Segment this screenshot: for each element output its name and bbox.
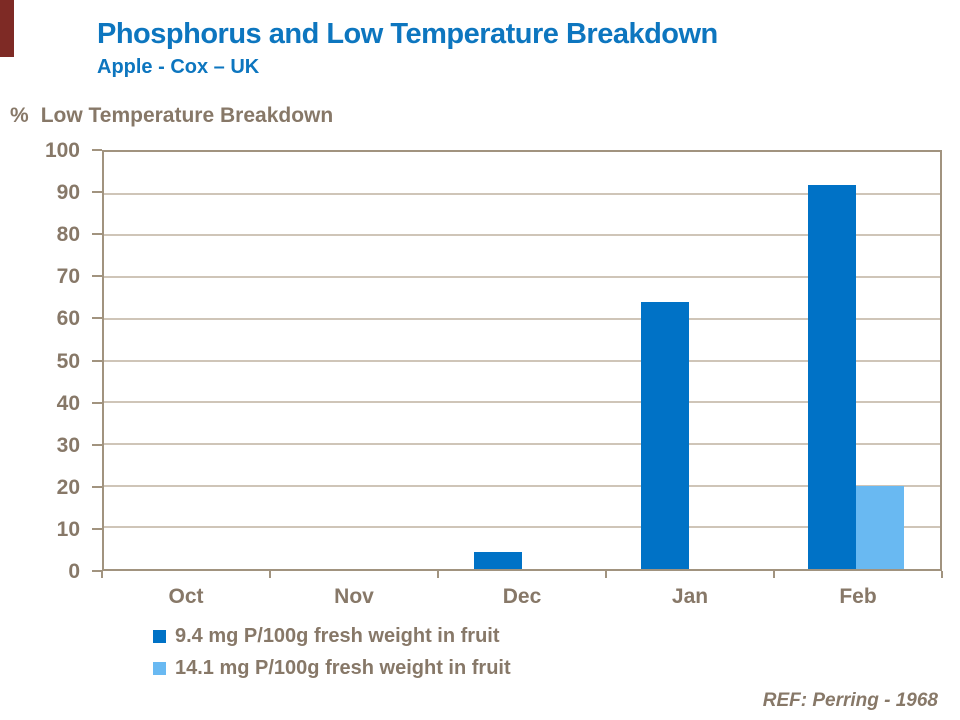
y-axis-labels: 100 90 80 70 60 50 40 30 20 10 0 (10, 139, 80, 583)
gridline (104, 234, 940, 237)
chart-title: Phosphorus and Low Temperature Breakdown (97, 18, 718, 50)
x-tick-label-dec: Dec (502, 585, 542, 608)
y-tick-label: 30 (56, 433, 80, 457)
y-axis-tick (92, 401, 102, 404)
gridline (104, 359, 940, 362)
accent-bar (0, 0, 14, 57)
y-axis-tick (92, 275, 102, 278)
y-axis-tick (92, 570, 102, 572)
legend-item-series2: 14.1 mg P/100g fresh weight in fruit (153, 652, 511, 684)
gridline (104, 317, 940, 320)
y-axis-title: % Low Temperature Breakdown (10, 104, 333, 128)
percent-sign: % (10, 104, 29, 127)
legend-label-series1: 9.4 mg P/100g fresh weight in fruit (175, 624, 500, 647)
y-tick-label: 50 (56, 349, 80, 373)
x-tick-label-nov: Nov (334, 585, 374, 608)
y-axis-tick (92, 149, 102, 151)
gridline (104, 401, 940, 404)
y-tick-label: 80 (56, 223, 80, 247)
legend-swatch-series1 (153, 629, 166, 643)
bar-feb-series1 (808, 185, 857, 569)
y-tick-label: 90 (56, 181, 80, 205)
x-axis-tick (101, 571, 103, 578)
plot-area (102, 150, 942, 571)
y-axis-tick (92, 485, 102, 488)
legend-label-series2: 14.1 mg P/100g fresh weight in fruit (175, 656, 511, 679)
x-axis-tick (605, 571, 607, 578)
y-axis-tick (92, 233, 102, 236)
gridline (104, 192, 940, 195)
y-tick-label: 20 (56, 475, 80, 499)
y-axis-tick (92, 317, 102, 320)
x-axis-tick (941, 571, 943, 578)
y-tick-label: 0 (68, 560, 80, 583)
y-axis-tick (92, 443, 102, 446)
gridline (104, 442, 940, 445)
y-tick-label: 70 (56, 265, 80, 289)
y-tick-label: 60 (56, 307, 80, 331)
x-tick-label-oct: Oct (168, 585, 204, 608)
x-axis-tick (269, 571, 271, 578)
y-tick-label: 100 (44, 139, 80, 162)
y-tick-label: 40 (56, 391, 80, 415)
bar-jan-series1 (641, 302, 690, 569)
x-axis-tick (437, 571, 439, 578)
x-axis-tick (773, 571, 775, 578)
gridline (104, 484, 940, 487)
legend: 9.4 mg P/100g fresh weight in fruit 14.1 … (153, 620, 511, 684)
bar-feb-series2 (856, 485, 905, 569)
legend-swatch-series2 (153, 661, 166, 675)
bar-dec-series1 (474, 552, 522, 569)
y-axis-title-text: Low Temperature Breakdown (40, 104, 334, 127)
chart-subtitle: Apple - Cox – UK (97, 56, 260, 78)
gridline (104, 526, 940, 529)
y-tick-label: 10 (56, 517, 80, 541)
y-axis-tick (92, 191, 102, 194)
x-tick-label-feb: Feb (839, 585, 877, 608)
x-axis-labels: Oct Nov Dec Jan Feb (102, 585, 942, 615)
y-axis-tick (92, 527, 102, 530)
reference-note: REF: Perring - 1968 (762, 690, 938, 711)
x-tick-label-jan: Jan (671, 585, 709, 608)
gridline (104, 276, 940, 279)
legend-item-series1: 9.4 mg P/100g fresh weight in fruit (153, 620, 511, 652)
y-axis-tick (92, 359, 102, 362)
